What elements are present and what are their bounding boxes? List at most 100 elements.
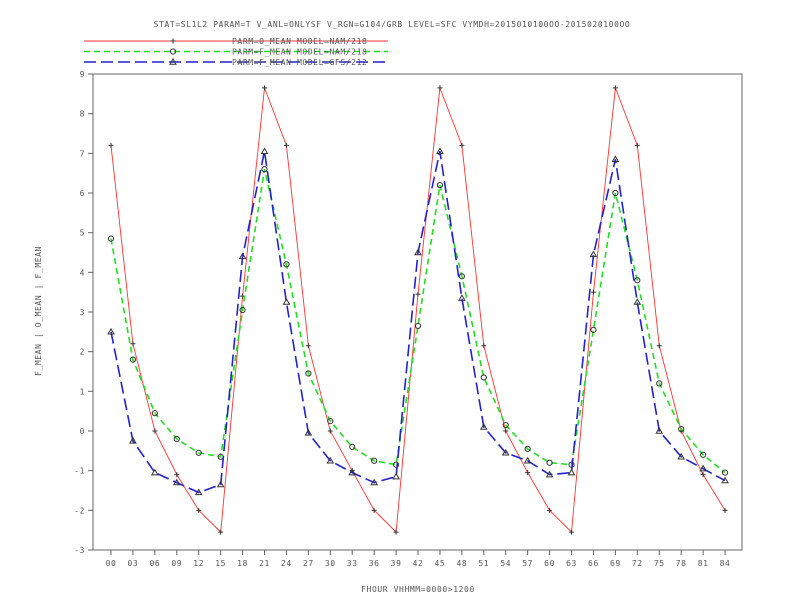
y-tick-label: 4: [80, 268, 85, 277]
y-tick-label: 3: [80, 308, 85, 317]
data-point-marker: [261, 166, 268, 173]
x-tick-label: 54: [500, 559, 511, 568]
data-point-marker: [545, 470, 554, 478]
data-point-marker: [612, 85, 618, 91]
data-point-marker: [304, 428, 313, 436]
data-point-marker: [612, 189, 619, 197]
data-point-marker: [590, 326, 597, 333]
legend-label: PARM=F_MEAN MODEL=NAM/218: [232, 48, 367, 57]
series-layer: [107, 85, 729, 535]
data-point-marker: [169, 57, 177, 65]
x-tick-label: 48: [456, 559, 467, 568]
x-tick-label: 69: [610, 559, 621, 568]
data-point-marker: [327, 428, 333, 434]
y-axis: 9 8 7 6 5 4 3 2 1 0 -1 -2 -3: [74, 70, 93, 555]
data-point-marker: [656, 380, 663, 387]
data-point-marker: [371, 457, 378, 464]
data-point-marker: [327, 417, 334, 425]
data-point-marker: [195, 449, 202, 456]
x-tick-label: 33: [347, 559, 358, 568]
data-point-marker: [130, 341, 136, 347]
data-point-marker: [501, 448, 510, 456]
data-point-marker: [437, 85, 443, 91]
x-tick-label: 78: [676, 559, 687, 568]
x-axis-label: FHOUR VHHMM=0000>1200: [361, 585, 475, 594]
x-tick-label: 75: [654, 559, 665, 568]
data-point-marker: [151, 410, 158, 417]
y-tick-label: 5: [80, 229, 85, 238]
data-point-marker: [260, 147, 269, 155]
data-point-marker: [392, 461, 400, 468]
data-point-marker: [611, 155, 620, 162]
x-tick-label: 39: [391, 559, 402, 568]
y-tick-label: 8: [80, 110, 85, 119]
x-tick-label: 66: [588, 559, 599, 568]
data-point-marker: [415, 291, 421, 297]
data-point-marker: [546, 459, 553, 466]
data-point-marker: [216, 480, 225, 488]
y-tick-label: 2: [80, 348, 85, 357]
y-tick-label: -1: [74, 467, 85, 476]
data-point-marker: [305, 343, 311, 349]
data-point-marker: [129, 356, 137, 363]
data-point-marker: [590, 289, 596, 295]
legend-item-1: PARM=O_MEAN MODEL=NAM/218: [84, 37, 388, 46]
data-point-marker: [194, 488, 203, 496]
data-point-marker: [721, 476, 729, 484]
x-tick-label: 15: [215, 559, 226, 568]
x-tick-label: 36: [369, 559, 380, 568]
x-tick-label: 81: [698, 559, 709, 568]
y-tick-label: 9: [80, 70, 85, 79]
data-point-marker: [633, 298, 642, 305]
series-2: [107, 166, 729, 476]
data-point-marker: [169, 48, 177, 55]
data-point-marker: [524, 445, 531, 452]
chart-title: STAT=SL1L2 PARAM=T V_ANL=ONLYSF V_RGN=G1…: [154, 20, 631, 29]
legend-item-3: PARM=F_MEAN MODEL=GFS/212: [84, 57, 388, 67]
legend: PARM=O_MEAN MODEL=NAM/218 PARM=F_MEAN MOD…: [84, 37, 388, 67]
x-tick-label: 18: [237, 559, 248, 568]
data-point-marker: [700, 451, 707, 458]
x-tick-label: 24: [281, 559, 292, 568]
data-point-marker: [283, 261, 290, 268]
y-tick-label: -3: [74, 546, 85, 555]
data-point-marker: [393, 529, 399, 535]
y-tick-label: 1: [80, 387, 85, 396]
y-axis-label: F_MEAN | O_MEAN | F_MEAN: [34, 246, 43, 376]
series-line: [110, 151, 726, 494]
y-tick-label: 0: [80, 427, 85, 436]
data-point-marker: [282, 298, 291, 305]
data-point-marker: [567, 468, 576, 476]
x-tick-label: 03: [128, 559, 139, 568]
data-point-marker: [239, 306, 246, 314]
x-tick-label: 27: [303, 559, 314, 568]
data-point-marker: [326, 456, 335, 464]
legend-item-2: PARM=F_MEAN MODEL=NAM/218: [84, 48, 388, 57]
data-point-marker: [479, 423, 488, 430]
data-point-marker: [370, 478, 379, 486]
plot-border: [92, 73, 743, 551]
series-line: [110, 169, 726, 474]
data-point-marker: [108, 142, 114, 148]
x-tick-label: 06: [149, 559, 160, 568]
data-point-marker: [569, 529, 575, 535]
data-point-marker: [414, 322, 422, 329]
x-tick-label: 12: [193, 559, 204, 568]
data-point-marker: [656, 343, 662, 349]
data-point-marker: [107, 235, 115, 242]
data-point-marker: [459, 142, 465, 148]
data-point-marker: [196, 507, 202, 513]
data-point-marker: [721, 469, 729, 476]
data-point-marker: [481, 343, 487, 349]
y-tick-label: 7: [80, 149, 85, 158]
data-point-marker: [700, 472, 706, 478]
data-point-marker: [677, 452, 686, 460]
x-tick-label: 09: [171, 559, 182, 568]
data-point-marker: [283, 142, 289, 148]
data-point-marker: [173, 435, 180, 443]
series-3: [107, 147, 729, 496]
data-point-marker: [525, 470, 531, 476]
y-tick-label: 6: [80, 189, 85, 198]
data-point-marker: [589, 250, 598, 258]
